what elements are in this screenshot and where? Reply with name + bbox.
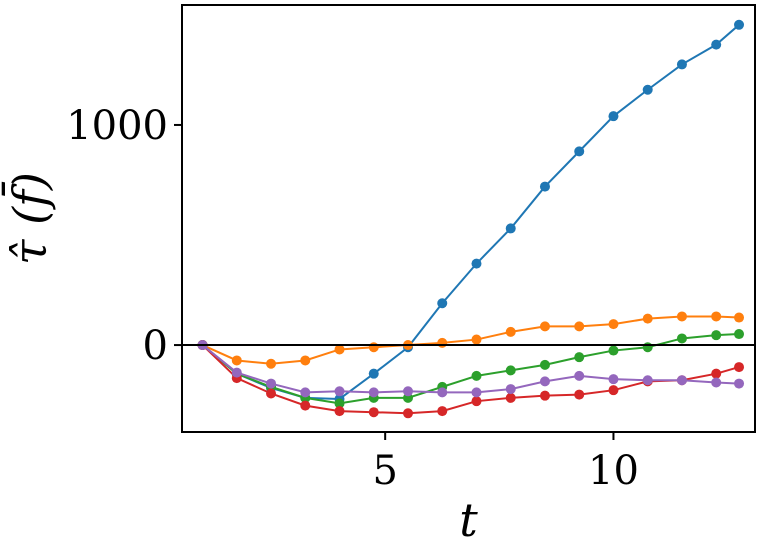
series-0 xyxy=(197,19,745,404)
series-3-point xyxy=(334,406,345,417)
series-0-point xyxy=(608,111,619,122)
series-1-point xyxy=(711,311,722,322)
series-layer xyxy=(197,19,745,419)
y-tick-label: 1000 xyxy=(66,103,168,149)
series-0-point xyxy=(574,146,585,157)
series-1-point xyxy=(539,321,550,332)
series-2-point xyxy=(574,352,585,363)
series-2-point xyxy=(676,333,687,344)
series-3-point xyxy=(539,390,550,401)
series-4-point xyxy=(403,386,414,397)
series-2-point xyxy=(642,342,653,353)
series-1-point xyxy=(471,334,482,345)
series-3-point xyxy=(574,389,585,400)
series-1-line xyxy=(202,315,740,365)
series-2-point xyxy=(471,370,482,381)
series-1-point xyxy=(334,344,345,355)
series-1-point xyxy=(608,319,619,330)
series-3-point xyxy=(403,408,414,419)
series-3-point xyxy=(711,368,722,379)
series-2-point xyxy=(334,398,345,409)
series-3-point xyxy=(368,407,379,418)
series-0-point xyxy=(642,84,653,95)
series-0-point xyxy=(711,39,722,50)
series-4 xyxy=(197,340,745,398)
series-3-point xyxy=(608,385,619,396)
x-tick-label: 10 xyxy=(588,448,639,494)
series-4-point xyxy=(574,370,585,381)
series-2-point xyxy=(505,365,516,376)
series-0-line xyxy=(201,24,740,400)
series-4-point xyxy=(711,377,722,388)
series-3-line xyxy=(201,344,740,415)
series-4-point xyxy=(437,387,448,398)
series-3-point xyxy=(437,406,448,417)
series-4-point xyxy=(266,378,277,389)
series-2-point xyxy=(734,329,745,340)
series-1-point xyxy=(734,312,745,323)
series-4-point xyxy=(734,378,745,389)
series-4-point xyxy=(334,386,345,397)
series-4-point xyxy=(676,375,687,386)
x-axis-label: t xyxy=(459,493,478,547)
series-1-point xyxy=(368,342,379,353)
series-0-point xyxy=(505,223,516,234)
series-1-point xyxy=(231,355,242,366)
y-axis-label: τ̂ (f̄) xyxy=(0,172,57,265)
series-1-point xyxy=(437,337,448,348)
series-4-point xyxy=(231,367,242,378)
series-0-point xyxy=(734,19,745,30)
series-4-point xyxy=(539,376,550,387)
series-1-point xyxy=(574,321,585,332)
series-3 xyxy=(197,340,745,419)
series-1-point xyxy=(505,326,516,337)
series-1 xyxy=(197,311,745,369)
series-2-point xyxy=(711,330,722,341)
series-3-point xyxy=(266,388,277,399)
series-4-line xyxy=(201,344,740,394)
series-1-point xyxy=(642,313,653,324)
series-1-point xyxy=(266,358,277,369)
series-1-point xyxy=(676,311,687,322)
series-0-point xyxy=(471,258,482,269)
series-4-point xyxy=(608,374,619,385)
series-2-point xyxy=(539,359,550,370)
series-0-point xyxy=(368,368,379,379)
series-3-point xyxy=(471,396,482,407)
series-4-point xyxy=(471,387,482,398)
y-tick-label: 0 xyxy=(143,323,168,369)
series-2-point xyxy=(608,345,619,356)
series-0-point xyxy=(676,59,687,70)
series-4-point xyxy=(505,384,516,395)
series-1-point xyxy=(300,355,311,366)
series-0-point xyxy=(437,298,448,309)
x-tick-label: 5 xyxy=(372,448,397,494)
ticks-layer: 5 10 0 1000 xyxy=(66,103,639,494)
series-3-point xyxy=(734,362,745,373)
plot-frame xyxy=(181,4,756,433)
series-4-point xyxy=(368,387,379,398)
series-4-point xyxy=(642,375,653,386)
series-3-point xyxy=(505,392,516,403)
series-4-point xyxy=(300,387,311,398)
series-3-point xyxy=(300,400,311,411)
series-0-point xyxy=(539,181,550,192)
